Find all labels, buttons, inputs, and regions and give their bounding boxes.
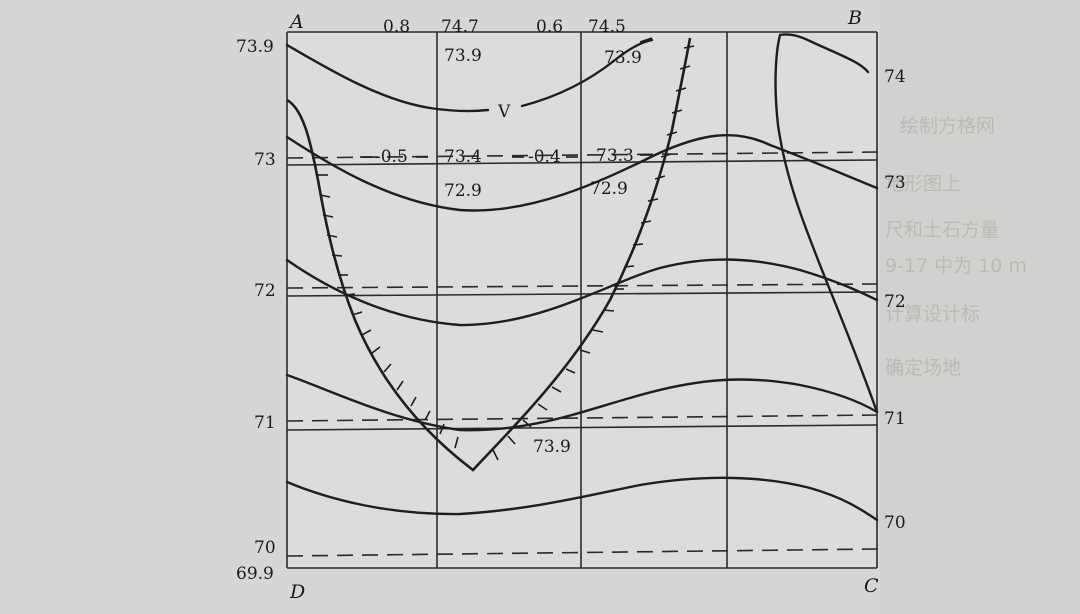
right-label-71: 71: [884, 409, 906, 429]
contour-73: [285, 133, 879, 212]
mid-label-elev-2: 73.3: [596, 146, 634, 166]
ghost-text-3: 尺和土石方量: [885, 219, 999, 241]
inner-label-73-9-b: 73.9: [604, 48, 642, 68]
corner-a: A: [288, 11, 304, 33]
corner-d: D: [289, 581, 305, 603]
ghost-text-6: 确定场地: [885, 357, 961, 379]
top-label-work-2: 0.6: [536, 17, 563, 37]
left-label-70: 70: [254, 538, 276, 558]
top-label-work-1: 0.8: [383, 17, 410, 37]
mid-label-elev-1: 73.4: [444, 147, 482, 167]
grid-line-h1: [286, 159, 878, 166]
mid-label-work-1: -0.5: [375, 147, 408, 167]
inner-label-72-9-b: 72.9: [590, 179, 628, 199]
natural-contours: [285, 33, 879, 522]
left-elevation-labels: 73.9 73 72 71 70 69.9: [236, 37, 276, 584]
corner-c: C: [864, 575, 879, 597]
label-ticks: [360, 37, 653, 158]
mid-label-work-2: -0.4: [528, 147, 561, 167]
contour-74-mid: [428, 106, 490, 113]
hachures: [318, 45, 695, 461]
page-right-shade: [880, 0, 1080, 614]
contour-70: [285, 476, 879, 522]
contour-74-right: [520, 38, 654, 108]
ghost-text-1: 绘制方格网: [900, 115, 995, 137]
left-label-73: 73: [254, 150, 276, 170]
inner-label-72-9-a: 72.9: [444, 181, 482, 201]
ghost-text-4: 9-17 中为 10 m: [885, 255, 1027, 277]
mid-row-labels: -0.5 73.4 -0.4 73.3: [375, 146, 634, 167]
contour-74-left: [285, 43, 432, 110]
left-label-72: 72: [254, 281, 276, 301]
contour-72: [285, 258, 879, 327]
figure-paper: [287, 32, 877, 568]
bleed-through-text: 绘制方格网 地形图上 尺和土石方量 9-17 中为 10 m 计算设计标 确定场…: [885, 115, 1027, 379]
grid-line-h2: [286, 291, 878, 297]
contour-sweep-b: [774, 33, 879, 414]
inner-label-73-9-c: 73.9: [533, 437, 571, 457]
excavation-boundary: [286, 37, 695, 472]
top-label-elev-2: 74.5: [588, 17, 626, 37]
top-label-elev-1: 74.7: [441, 17, 479, 37]
left-label-69-9: 69.9: [236, 564, 274, 584]
v-label: V: [497, 102, 511, 122]
corner-b: B: [847, 7, 862, 29]
right-label-72: 72: [884, 292, 906, 312]
inner-elevation-labels: 73.9 73.9 72.9 72.9 73.9 V: [444, 46, 642, 457]
inner-label-73-9-a: 73.9: [444, 46, 482, 66]
grid-line-h3: [286, 424, 878, 431]
right-contour-labels: 74 73 72 71 70: [884, 67, 906, 533]
left-label-71: 71: [254, 413, 276, 433]
right-label-74: 74: [884, 67, 906, 87]
ghost-text-2: 地形图上: [885, 173, 961, 195]
corner-labels: A B C D: [288, 7, 879, 603]
right-label-73: 73: [884, 173, 906, 193]
contour-74-corner-b: [778, 33, 870, 74]
right-label-70: 70: [884, 513, 906, 533]
contour-71: [285, 373, 879, 432]
top-row-labels: 0.8 74.7 0.6 74.5: [383, 17, 626, 37]
ghost-text-5: 计算设计标: [885, 303, 980, 325]
left-label-73-9: 73.9: [236, 37, 274, 57]
